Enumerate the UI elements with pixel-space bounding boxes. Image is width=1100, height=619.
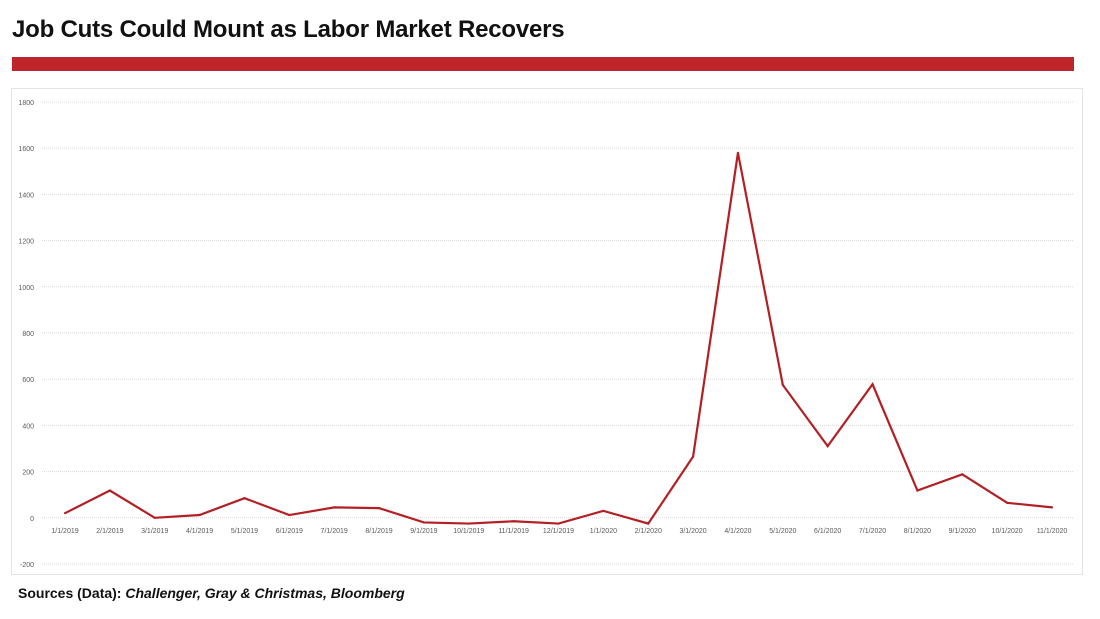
y-tick-label: 1600 [18, 146, 34, 153]
y-tick-label: 1400 [18, 192, 34, 199]
data-point [288, 514, 290, 516]
data-point [154, 517, 156, 519]
x-tick-label: 4/1/2019 [186, 528, 213, 535]
data-point [871, 383, 873, 385]
x-tick-label: 3/1/2019 [141, 528, 168, 535]
chart-title: Job Cuts Could Mount as Labor Market Rec… [12, 16, 564, 44]
x-tick-label: 9/1/2020 [949, 528, 976, 535]
sources-label: Sources (Data): [18, 585, 121, 601]
x-tick-label: 5/1/2020 [769, 528, 796, 535]
x-tick-label: 9/1/2019 [410, 528, 437, 535]
data-point [198, 514, 200, 516]
chart-area: -200 0 200 400 600 800 1000 1200 1400 1600 1800 1/1… [11, 88, 1083, 575]
x-tick-label: 11/1/2020 [1037, 528, 1068, 535]
x-tick-label: 8/1/2019 [365, 528, 392, 535]
data-point [961, 473, 963, 475]
y-tick-label: 200 [22, 470, 34, 477]
data-point [64, 512, 66, 514]
data-point [602, 510, 604, 512]
data-point [378, 507, 380, 509]
data-point [692, 455, 694, 457]
x-tick-label: 10/1/2019 [453, 528, 484, 535]
y-tick-label: 400 [22, 423, 34, 430]
x-tick-label: 2/1/2020 [635, 528, 662, 535]
y-tick-label: -200 [20, 562, 34, 569]
x-tick-label: 11/1/2019 [498, 528, 529, 535]
x-tick-label: 6/1/2019 [276, 528, 303, 535]
data-point [468, 522, 470, 524]
sources-value: Challenger, Gray & Christmas, Bloomberg [125, 585, 404, 601]
y-tick-label: 0 [30, 516, 34, 523]
x-tick-label: 1/1/2019 [51, 528, 78, 535]
x-tick-label: 5/1/2019 [231, 528, 258, 535]
data-point [557, 522, 559, 524]
data-point [513, 520, 515, 522]
y-tick-label: 600 [22, 377, 34, 384]
x-tick-label: 7/1/2020 [859, 528, 886, 535]
data-point [243, 497, 245, 499]
x-tick-label: 7/1/2019 [321, 528, 348, 535]
line-chart: -200 0 200 400 600 800 1000 1200 1400 1600 1800 1/1… [12, 89, 1084, 576]
y-tick-label: 1800 [18, 100, 34, 107]
sources-note: Sources (Data): Challenger, Gray & Chris… [18, 585, 405, 601]
x-tick-label: 2/1/2019 [96, 528, 123, 535]
x-tick-label: 6/1/2020 [814, 528, 841, 535]
series-line [65, 153, 1052, 524]
data-point [1006, 502, 1008, 504]
data-point [333, 506, 335, 508]
title-accent-bar [12, 57, 1074, 71]
data-point [109, 489, 111, 491]
x-tick-label: 1/1/2020 [590, 528, 617, 535]
x-tick-label: 12/1/2019 [543, 528, 574, 535]
data-point [647, 522, 649, 524]
y-tick-label: 1000 [18, 285, 34, 292]
data-point [916, 489, 918, 491]
x-tick-label: 10/1/2020 [992, 528, 1023, 535]
data-point [827, 445, 829, 447]
data-point [782, 384, 784, 386]
x-tick-label: 3/1/2020 [679, 528, 706, 535]
y-tick-label: 800 [22, 331, 34, 338]
x-tick-label: 4/1/2020 [724, 528, 751, 535]
data-point [1051, 506, 1053, 508]
x-tick-label: 8/1/2020 [904, 528, 931, 535]
data-point [737, 152, 739, 154]
data-point [423, 521, 425, 523]
y-tick-label: 1200 [18, 239, 34, 246]
